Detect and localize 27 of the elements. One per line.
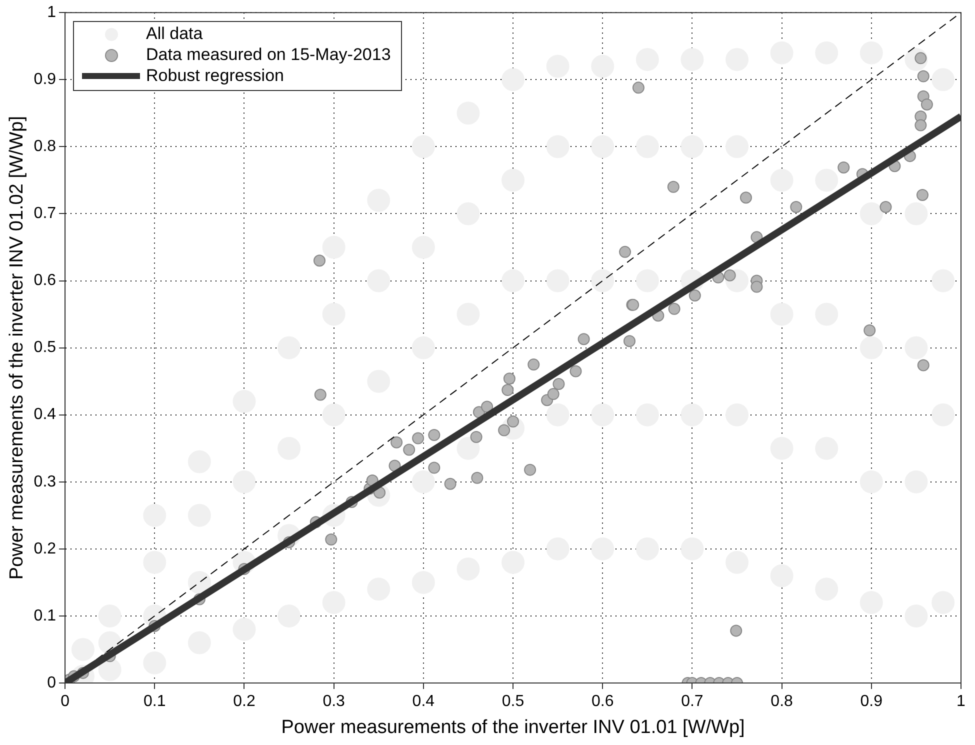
y-tick-label: 0.9 — [34, 71, 56, 88]
x-tick-label: 0.9 — [860, 693, 883, 710]
x-tick-label: 0 — [60, 693, 70, 710]
y-tick-label: 1 — [47, 4, 56, 22]
y-tick-label: 0.5 — [34, 339, 56, 356]
legend-label: All data — [146, 24, 203, 44]
y-tick-label: 0.8 — [34, 138, 56, 156]
x-tick-label: 0.3 — [322, 693, 346, 710]
y-tick-label: 0.2 — [34, 540, 56, 558]
y-axis-title: Power measurements of the inverter INV 01.02 [W/Wp] — [6, 116, 28, 580]
legend-label: Robust regression — [146, 66, 284, 86]
y-tick-label: 0 — [47, 674, 56, 692]
y-tick-label: 0.6 — [34, 272, 56, 290]
x-tick-label: 0.7 — [681, 693, 704, 710]
y-tick-label: 0.7 — [34, 205, 56, 222]
x-tick-label: 0.6 — [591, 693, 614, 710]
x-tick-label: 0.2 — [233, 693, 256, 710]
x-tick-label: 1 — [956, 693, 966, 710]
legend-label: Data measured on 15-May-2013 — [146, 45, 391, 66]
y-tick-label: 0.4 — [34, 406, 56, 424]
x-tick-label: 0.5 — [502, 693, 524, 710]
x-tick-label: 0.4 — [412, 693, 435, 710]
x-tick-label: 0.8 — [770, 693, 794, 710]
y-tick-label: 0.3 — [34, 473, 56, 490]
x-tick-label: 0.1 — [144, 693, 166, 710]
y-tick-label: 0.1 — [34, 607, 56, 624]
x-axis-title: Power measurements of the inverter INV 01.01 [W/Wp] — [281, 716, 745, 738]
